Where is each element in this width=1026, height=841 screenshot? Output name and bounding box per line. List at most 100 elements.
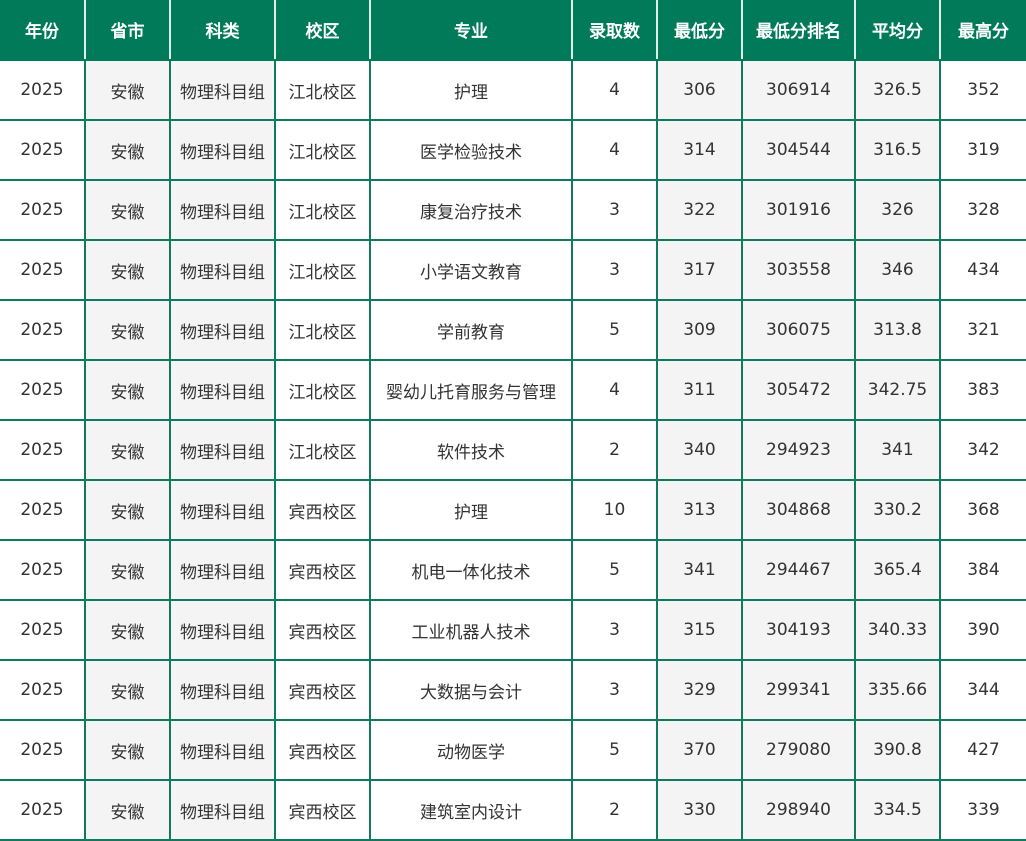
cell-year: 2025	[0, 359, 86, 421]
table-row: 2025 安徽 物理科目组 江北校区 医学检验技术 4 314 304544 316.5 319	[0, 119, 1026, 181]
cell-max-score: 319	[939, 119, 1026, 181]
cell-avg-score: 334.5	[854, 779, 941, 841]
cell-province: 安徽	[84, 719, 171, 781]
cell-province: 安徽	[84, 659, 171, 721]
cell-min-score-rank: 294923	[741, 419, 856, 481]
cell-avg-score: 340.33	[854, 599, 941, 661]
column-header-max-score: 最高分	[939, 0, 1026, 61]
cell-admitted-count: 4	[571, 119, 658, 181]
cell-min-score-rank: 304544	[741, 119, 856, 181]
cell-year: 2025	[0, 719, 86, 781]
cell-year: 2025	[0, 239, 86, 301]
cell-year: 2025	[0, 539, 86, 601]
table-row: 2025 安徽 物理科目组 江北校区 软件技术 2 340 294923 341 342	[0, 419, 1026, 481]
cell-max-score: 339	[939, 779, 1026, 841]
table-row: 2025 安徽 物理科目组 江北校区 护理 4 306 306914 326.5 352	[0, 59, 1026, 121]
cell-campus: 江北校区	[274, 119, 371, 181]
cell-min-score-rank: 298940	[741, 779, 856, 841]
cell-major: 大数据与会计	[369, 659, 573, 721]
table-row: 2025 安徽 物理科目组 江北校区 小学语文教育 3 317 303558 346 434	[0, 239, 1026, 301]
cell-province: 安徽	[84, 779, 171, 841]
cell-campus: 江北校区	[274, 299, 371, 361]
cell-admitted-count: 4	[571, 359, 658, 421]
cell-avg-score: 326.5	[854, 59, 941, 121]
cell-min-score: 322	[656, 179, 743, 241]
cell-province: 安徽	[84, 239, 171, 301]
cell-subject-group: 物理科目组	[169, 359, 276, 421]
column-header-year: 年份	[0, 0, 85, 61]
table-row: 2025 安徽 物理科目组 宾西校区 护理 10 313 304868 330.2 368	[0, 479, 1026, 541]
cell-campus: 宾西校区	[274, 479, 371, 541]
cell-province: 安徽	[84, 359, 171, 421]
cell-campus: 宾西校区	[274, 779, 371, 841]
cell-major: 小学语文教育	[369, 239, 573, 301]
cell-max-score: 328	[939, 179, 1026, 241]
cell-min-score-rank: 279080	[741, 719, 856, 781]
column-header-min-score-rank: 最低分排名	[741, 0, 855, 61]
cell-subject-group: 物理科目组	[169, 539, 276, 601]
cell-campus: 宾西校区	[274, 659, 371, 721]
cell-admitted-count: 3	[571, 239, 658, 301]
cell-province: 安徽	[84, 59, 171, 121]
cell-major: 工业机器人技术	[369, 599, 573, 661]
cell-admitted-count: 3	[571, 179, 658, 241]
cell-min-score: 313	[656, 479, 743, 541]
cell-admitted-count: 2	[571, 419, 658, 481]
cell-min-score-rank: 299341	[741, 659, 856, 721]
cell-campus: 江北校区	[274, 419, 371, 481]
cell-max-score: 352	[939, 59, 1026, 121]
cell-campus: 江北校区	[274, 239, 371, 301]
cell-subject-group: 物理科目组	[169, 419, 276, 481]
table-row: 2025 安徽 物理科目组 江北校区 婴幼儿托育服务与管理 4 311 305472 342.7…	[0, 359, 1026, 421]
cell-province: 安徽	[84, 419, 171, 481]
cell-min-score: 306	[656, 59, 743, 121]
cell-major: 动物医学	[369, 719, 573, 781]
cell-min-score: 311	[656, 359, 743, 421]
cell-min-score: 340	[656, 419, 743, 481]
cell-subject-group: 物理科目组	[169, 659, 276, 721]
cell-min-score-rank: 294467	[741, 539, 856, 601]
cell-min-score: 309	[656, 299, 743, 361]
cell-campus: 宾西校区	[274, 539, 371, 601]
cell-avg-score: 390.8	[854, 719, 941, 781]
cell-campus: 江北校区	[274, 179, 371, 241]
cell-avg-score: 326	[854, 179, 941, 241]
cell-admitted-count: 4	[571, 59, 658, 121]
cell-min-score: 317	[656, 239, 743, 301]
cell-campus: 宾西校区	[274, 719, 371, 781]
column-header-province: 省市	[84, 0, 170, 61]
cell-avg-score: 335.66	[854, 659, 941, 721]
cell-campus: 江北校区	[274, 59, 371, 121]
cell-year: 2025	[0, 419, 86, 481]
cell-campus: 宾西校区	[274, 599, 371, 661]
column-header-avg-score: 平均分	[854, 0, 940, 61]
cell-province: 安徽	[84, 599, 171, 661]
cell-max-score: 383	[939, 359, 1026, 421]
cell-province: 安徽	[84, 299, 171, 361]
cell-major: 婴幼儿托育服务与管理	[369, 359, 573, 421]
cell-min-score: 329	[656, 659, 743, 721]
cell-province: 安徽	[84, 539, 171, 601]
cell-min-score: 330	[656, 779, 743, 841]
cell-subject-group: 物理科目组	[169, 779, 276, 841]
cell-subject-group: 物理科目组	[169, 179, 276, 241]
cell-subject-group: 物理科目组	[169, 299, 276, 361]
cell-admitted-count: 3	[571, 659, 658, 721]
cell-admitted-count: 5	[571, 299, 658, 361]
column-header-subject-group: 科类	[169, 0, 275, 61]
cell-subject-group: 物理科目组	[169, 119, 276, 181]
cell-max-score: 368	[939, 479, 1026, 541]
table-row: 2025 安徽 物理科目组 江北校区 学前教育 5 309 306075 313.8 321	[0, 299, 1026, 361]
cell-subject-group: 物理科目组	[169, 599, 276, 661]
cell-subject-group: 物理科目组	[169, 719, 276, 781]
column-header-campus: 校区	[274, 0, 370, 61]
cell-year: 2025	[0, 119, 86, 181]
cell-major: 护理	[369, 479, 573, 541]
cell-province: 安徽	[84, 119, 171, 181]
cell-min-score: 341	[656, 539, 743, 601]
table-row: 2025 安徽 物理科目组 宾西校区 机电一体化技术 5 341 294467 365.4 384	[0, 539, 1026, 601]
cell-avg-score: 365.4	[854, 539, 941, 601]
cell-major: 机电一体化技术	[369, 539, 573, 601]
cell-avg-score: 346	[854, 239, 941, 301]
